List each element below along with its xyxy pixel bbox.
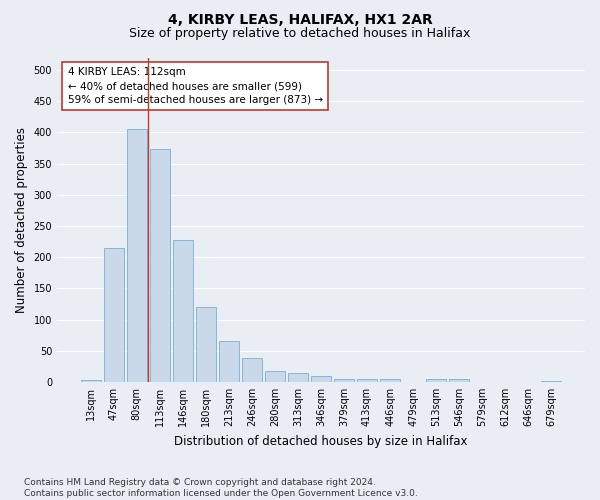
Bar	[334, 379, 354, 382]
Text: 4, KIRBY LEAS, HALIFAX, HX1 2AR: 4, KIRBY LEAS, HALIFAX, HX1 2AR	[167, 12, 433, 26]
Bar	[357, 379, 377, 382]
Text: Contains HM Land Registry data © Crown copyright and database right 2024.
Contai: Contains HM Land Registry data © Crown c…	[24, 478, 418, 498]
Y-axis label: Number of detached properties: Number of detached properties	[15, 126, 28, 312]
Bar	[127, 129, 146, 382]
Text: Size of property relative to detached houses in Halifax: Size of property relative to detached ho…	[130, 28, 470, 40]
Bar	[311, 376, 331, 382]
Bar	[265, 372, 285, 382]
X-axis label: Distribution of detached houses by size in Halifax: Distribution of detached houses by size …	[174, 434, 468, 448]
Bar	[541, 380, 561, 382]
Bar	[242, 358, 262, 382]
Bar	[81, 380, 101, 382]
Bar	[150, 149, 170, 382]
Bar	[288, 372, 308, 382]
Bar	[380, 379, 400, 382]
Bar	[173, 240, 193, 382]
Bar	[449, 380, 469, 382]
Text: 4 KIRBY LEAS: 112sqm
← 40% of detached houses are smaller (599)
59% of semi-deta: 4 KIRBY LEAS: 112sqm ← 40% of detached h…	[68, 67, 323, 105]
Bar	[104, 248, 124, 382]
Bar	[219, 342, 239, 382]
Bar	[196, 307, 216, 382]
Bar	[427, 380, 446, 382]
